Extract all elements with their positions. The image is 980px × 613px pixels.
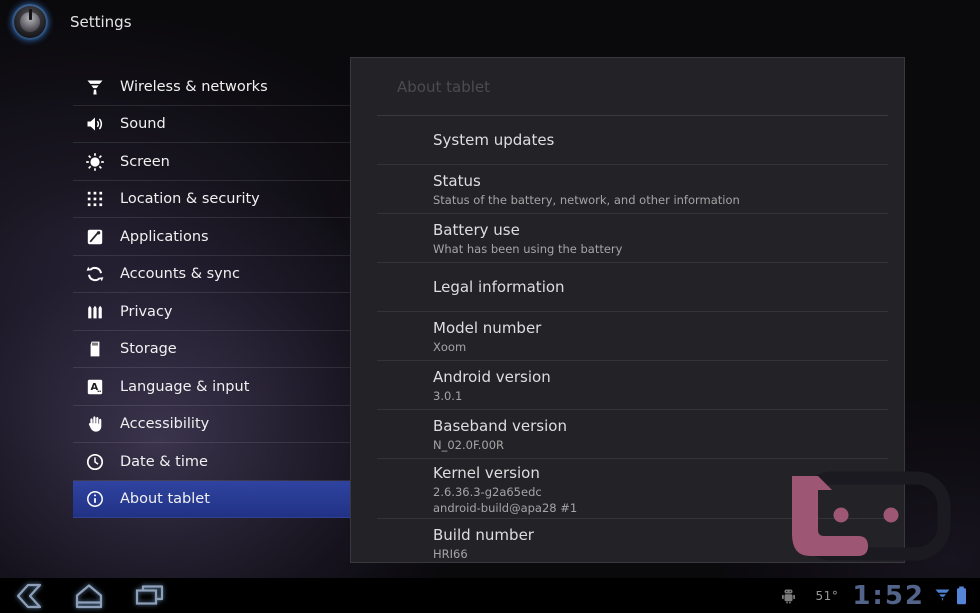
- sidebar-item-location-security[interactable]: Location & security: [73, 181, 350, 219]
- row-title: Model number: [433, 319, 542, 337]
- system-bar: 51° 1:52: [0, 578, 980, 613]
- row-title: Android version: [433, 368, 551, 386]
- settings-row-system-updates: System updates: [351, 116, 904, 165]
- recent-apps-icon: [135, 584, 164, 605]
- sidebar-item-label: Sound: [120, 116, 166, 133]
- home-button[interactable]: [72, 582, 106, 610]
- sidebar-item-date-time[interactable]: Date & time: [73, 443, 350, 481]
- nav-buttons: [12, 582, 166, 610]
- sidebar-item-storage[interactable]: Storage: [73, 331, 350, 369]
- clock-label: 1:52: [852, 580, 925, 611]
- row-title: System updates: [433, 131, 555, 149]
- row-title: Status: [433, 172, 481, 190]
- sidebar-item-accessibility[interactable]: Accessibility: [73, 406, 350, 444]
- sidebar-item-label: About tablet: [120, 491, 210, 508]
- sidebar-item-screen[interactable]: Screen: [73, 143, 350, 181]
- settings-row-status[interactable]: Status Status of the battery, network, a…: [351, 165, 904, 214]
- applications-icon: [85, 227, 105, 247]
- row-subtitle: What has been using the battery: [433, 242, 623, 256]
- sidebar-item-label: Location & security: [120, 191, 260, 208]
- temperature-label: 51°: [815, 588, 839, 603]
- row-title: Build number: [433, 526, 534, 544]
- row-subtitle: Xoom: [433, 340, 467, 354]
- settings-row-android-version: Android version 3.0.1: [351, 361, 904, 410]
- back-icon: [16, 583, 42, 608]
- row-subtitle2: android-build@apa28 #1: [433, 500, 578, 515]
- location-dots-icon: [85, 189, 105, 209]
- battery-icon: [956, 586, 967, 605]
- settings-row-build-number: Build number HRI66: [351, 519, 904, 559]
- sidebar-item-label: Language & input: [120, 378, 250, 395]
- sd-card-icon: [85, 339, 105, 359]
- sidebar-item-label: Wireless & networks: [120, 78, 268, 95]
- row-title: Baseband version: [433, 417, 567, 435]
- row-title: Legal information: [433, 278, 565, 296]
- page-title: Settings: [70, 13, 132, 31]
- settings-row-model-number: Model number Xoom: [351, 312, 904, 361]
- sidebar-item-label: Date & time: [120, 453, 208, 470]
- sync-arrows-icon: [85, 264, 105, 284]
- svg-text:A: A: [91, 382, 99, 393]
- sidebar-item-applications[interactable]: Applications: [73, 218, 350, 256]
- row-subtitle: N_02.0F.00R: [433, 438, 505, 452]
- hand-icon: [85, 414, 105, 434]
- row-subtitle: HRI66: [433, 547, 468, 559]
- sidebar-item-language-input[interactable]: A Language & input: [73, 368, 350, 406]
- settings-row-baseband-version: Baseband version N_02.0F.00R: [351, 410, 904, 459]
- row-title: Battery use: [433, 221, 520, 239]
- sidebar-item-label: Screen: [120, 153, 170, 170]
- sidebar-item-about-tablet[interactable]: About tablet: [73, 480, 350, 518]
- row-subtitle: 3.0.1: [433, 389, 463, 403]
- sidebar-item-label: Applications: [120, 228, 209, 245]
- panel-header: About tablet: [351, 58, 904, 116]
- brightness-icon: [85, 152, 105, 172]
- row-subtitle: 2.6.36.3-g2a65edc: [433, 484, 542, 499]
- settings-row-legal-information[interactable]: Legal information: [351, 263, 904, 312]
- sidebar-item-privacy[interactable]: Privacy: [73, 293, 350, 331]
- settings-row-kernel-version: Kernel version 2.6.36.3-g2a65edc android-…: [351, 459, 904, 519]
- wifi-signal-icon: [934, 588, 951, 603]
- sidebar-item-sound[interactable]: Sound: [73, 106, 350, 144]
- sidebar-item-accounts-sync[interactable]: Accounts & sync: [73, 256, 350, 294]
- sidebar-item-wireless-networks[interactable]: Wireless & networks: [73, 68, 350, 106]
- home-icon: [75, 583, 103, 608]
- android-robot-icon: [780, 588, 797, 604]
- settings-sidebar: Wireless & networks Sound Screen Locatio…: [73, 68, 350, 518]
- about-tablet-panel: About tablet System updates Status Statu…: [350, 57, 905, 563]
- panel-title: About tablet: [397, 78, 490, 96]
- recent-apps-button[interactable]: [132, 582, 166, 610]
- back-button[interactable]: [12, 582, 46, 610]
- clock-icon: [85, 452, 105, 472]
- panel-item-list: System updates Status Status of the batt…: [351, 116, 904, 559]
- speaker-icon: [85, 114, 105, 134]
- settings-row-battery-use[interactable]: Battery use What has been using the batt…: [351, 214, 904, 263]
- sidebar-item-label: Storage: [120, 341, 177, 358]
- fence-icon: [85, 302, 105, 322]
- sidebar-item-label: Accessibility: [120, 416, 210, 433]
- language-a-icon: A: [85, 377, 105, 397]
- settings-gear-icon: [12, 4, 48, 40]
- status-area[interactable]: 51° 1:52: [780, 581, 967, 611]
- app-header: Settings: [12, 4, 132, 40]
- info-icon: [85, 489, 105, 509]
- wireless-networks-icon: [85, 77, 105, 97]
- row-title: Kernel version: [433, 463, 540, 482]
- row-subtitle: Status of the battery, network, and othe…: [433, 193, 740, 207]
- sidebar-item-label: Accounts & sync: [120, 266, 240, 283]
- sidebar-item-label: Privacy: [120, 303, 173, 320]
